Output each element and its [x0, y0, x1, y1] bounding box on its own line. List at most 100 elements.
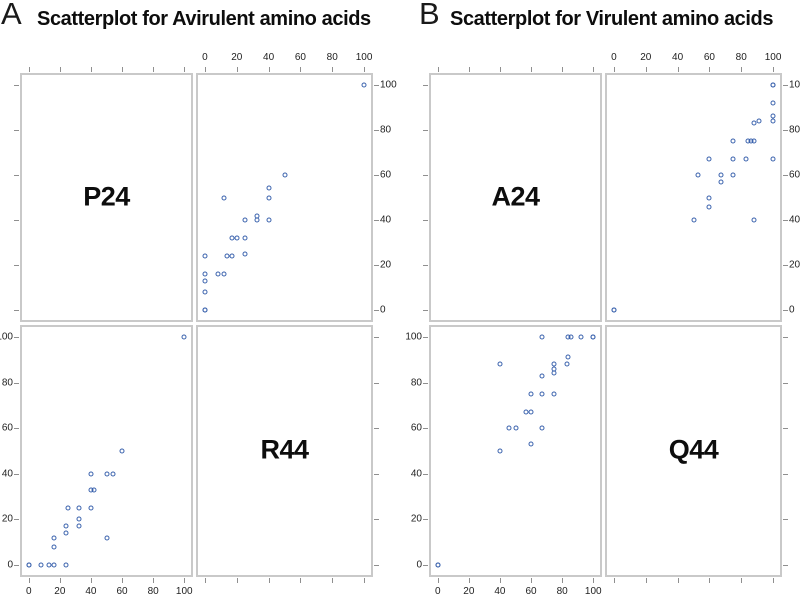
panel-virulent: B Scatterplot for Virulent amino acids A…	[400, 0, 800, 600]
axis-tick	[423, 84, 428, 86]
axis-tick	[741, 578, 743, 583]
data-point	[751, 138, 757, 144]
data-point	[730, 172, 736, 178]
axis-tick	[423, 220, 428, 222]
data-point	[229, 253, 235, 259]
axis-tick-label: 40	[410, 468, 422, 480]
axis-tick	[14, 519, 19, 521]
data-point	[202, 271, 208, 277]
data-point	[564, 361, 570, 367]
data-point	[266, 185, 272, 191]
data-point	[539, 373, 545, 379]
data-point	[770, 100, 776, 106]
axis-tick	[468, 67, 470, 72]
data-point	[234, 235, 240, 241]
axis-tick	[204, 578, 206, 583]
axis-tick-label: 100	[0, 331, 13, 343]
data-point	[528, 441, 534, 447]
scatterplot-matrix: A24 0 20 40 60 80 100 0 20 40 60 80 100 0 20 40 60 80 10…	[405, 52, 800, 597]
axis-tick-label: 20	[231, 52, 243, 63]
axis-tick	[14, 265, 19, 267]
axis-tick	[677, 67, 679, 72]
data-point	[119, 448, 125, 454]
axis-tick	[300, 67, 302, 72]
variable-label: Q44	[668, 434, 719, 465]
axis-tick-label: 40	[263, 52, 275, 63]
axis-tick-label: 100	[789, 79, 800, 91]
data-point	[266, 195, 272, 200]
data-point	[282, 172, 287, 178]
axis-tick	[59, 578, 61, 583]
axis-tick-label: 80	[410, 377, 422, 389]
axis-tick	[14, 310, 19, 312]
data-point	[38, 562, 44, 568]
scatter-cell-p24-vs-r44: 0 20 40 60 80 100 0 20 40 60 80 100	[0, 325, 193, 597]
axis-tick-label: 80	[789, 124, 800, 136]
data-point	[51, 544, 57, 550]
axis-tick-label: 60	[380, 169, 392, 181]
axis-tick-label: 100	[355, 52, 373, 63]
data-point	[88, 505, 94, 511]
data-point	[706, 204, 712, 210]
data-point	[76, 505, 81, 511]
data-point	[224, 253, 230, 259]
data-point	[539, 391, 545, 397]
axis-tick	[374, 565, 379, 567]
data-point	[718, 172, 724, 178]
axis-tick-label: 0	[25, 586, 32, 597]
axis-tick	[423, 565, 428, 567]
data-point	[528, 391, 534, 397]
axis-tick	[184, 67, 186, 72]
data-point	[88, 471, 94, 477]
data-point	[743, 156, 749, 162]
axis-tick	[499, 67, 501, 72]
axis-tick	[374, 310, 379, 312]
data-point	[751, 120, 757, 126]
data-point	[110, 471, 116, 477]
data-point	[770, 82, 776, 88]
data-point	[63, 562, 69, 568]
axis-tick	[14, 428, 19, 430]
data-point	[242, 217, 248, 223]
data-point	[46, 562, 52, 568]
axis-tick	[593, 67, 595, 72]
scatter-cell-r44-vs-p24: 0 20 40 60 80 100 0 20 40 60 80 100	[196, 52, 397, 322]
data-point	[565, 354, 571, 360]
axis-tick	[677, 578, 679, 583]
data-point	[695, 172, 701, 178]
axis-tick-label: 100	[175, 586, 193, 597]
axis-tick	[437, 578, 439, 583]
data-point	[770, 118, 776, 124]
axis-tick	[783, 336, 788, 338]
axis-tick-label: 80	[326, 52, 338, 63]
data-point	[751, 217, 757, 223]
axis-tick	[204, 67, 206, 72]
axis-tick	[783, 382, 788, 384]
scatter-cell-a24-vs-q44: 0 20 40 60 80 100 0 20 40 60 80 100	[405, 325, 602, 597]
axis-tick-label: 0	[7, 559, 13, 571]
data-point	[528, 409, 534, 415]
axis-tick	[423, 428, 428, 430]
data-point	[770, 156, 776, 162]
axis-tick	[531, 67, 533, 72]
panel-title: Scatterplot for Virulent amino acids	[450, 8, 774, 30]
axis-tick	[562, 578, 564, 583]
data-point	[539, 334, 545, 340]
panel-letter: B	[419, 0, 440, 31]
diagonal-label-cell-q44: Q44	[605, 325, 788, 583]
data-point	[730, 138, 736, 144]
axis-tick	[236, 578, 238, 583]
axis-tick	[28, 67, 30, 72]
data-point	[706, 195, 712, 200]
data-point	[202, 307, 208, 313]
axis-tick	[374, 336, 379, 338]
axis-tick-label: 40	[789, 214, 800, 226]
data-point	[221, 195, 227, 200]
axis-tick	[773, 578, 775, 583]
axis-tick	[562, 67, 564, 72]
data-point	[51, 562, 57, 568]
data-point	[497, 448, 503, 454]
axis-tick-label: 0	[611, 52, 617, 63]
panel-title: Scatterplot for Avirulent amino acids	[37, 8, 371, 30]
